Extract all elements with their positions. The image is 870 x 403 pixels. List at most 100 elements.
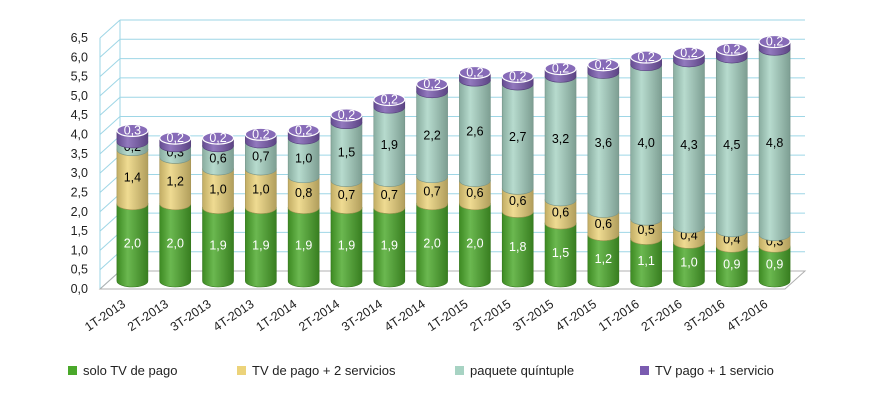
legend-label: paquete quíntuple [470,363,575,378]
y-tick-label: 6,5 [71,31,88,45]
x-tick-label: 4T-2015 [553,297,599,334]
data-label: 2,0 [423,236,440,250]
bar-segment [587,234,620,288]
bar-segment [159,203,192,288]
y-tick-label: 1,0 [71,243,88,257]
bar-segment-cap [159,131,192,145]
bar-segment-cap [458,65,492,80]
bar-segment [373,207,406,288]
bar-segment-cap [330,108,363,122]
bar-segment [501,83,534,195]
bar-segment [459,203,491,288]
bar-segment [544,199,577,230]
bar-segment [116,203,149,288]
x-tick-label: 3T-2013 [168,297,214,334]
data-label: 0,2 [509,69,526,83]
data-label: 0,2 [466,65,483,79]
x-tick-label: 1T-2015 [425,297,471,334]
bar-segment [373,106,406,187]
y-tick-label: 0,0 [71,282,88,296]
bar-stack-2T-2015: 1,8 0,6 2,7 0,2 [501,69,534,288]
bar-segment [416,176,448,211]
bar-segment [630,218,662,245]
data-label: 1,2 [595,252,612,266]
bar-segment [544,222,577,288]
data-label: 0,2 [381,93,398,107]
data-label: 0,2 [552,62,569,76]
x-tick-label: 2T-2016 [639,297,685,334]
bar-segment [287,176,320,214]
y-tick-label: 2,5 [71,185,88,199]
bar-segment [459,79,491,187]
gridline-diagonal [99,38,121,58]
bar-segment [630,238,662,288]
data-label: 4,3 [680,138,697,152]
bar-segment [758,49,791,241]
legend-label: TV pago + 1 servicio [655,363,774,378]
y-axis-labels: 0,0 0,5 1,0 1,5 2,0 2,5 3,0 3,5 4,0 4,5 5,0 5,5 6,0 6… [71,31,88,296]
data-label: 0,5 [637,223,654,237]
data-label: 3,2 [552,132,569,146]
data-label: 4,5 [723,138,740,152]
bar-segment-cap [116,123,149,137]
data-label: 4,8 [766,136,783,150]
data-label: 0,2 [209,131,226,145]
gridline-diagonal [99,96,121,116]
bar-segment [330,122,363,187]
bar-segment-cap [758,34,791,49]
gridline-diagonal [99,19,121,39]
bar-segment [245,168,277,214]
bar-segment [715,56,748,238]
data-label: 4,0 [637,136,654,150]
data-label: 0,3 [124,123,141,137]
data-label: 0,6 [466,186,483,200]
data-label: 1,9 [381,238,398,252]
data-label: 2,0 [124,236,141,250]
bar-segment [245,207,277,288]
bar-segment-cap [587,58,620,72]
x-tick-label: 4T-2016 [724,297,770,334]
data-label: 0,2 [595,58,612,72]
y-tick-label: 0,5 [71,263,88,277]
legend-item: TV de pago + 2 servicios [237,363,395,378]
bar-segment-cap [244,127,277,141]
bar-segment [116,149,149,211]
data-label: 1,1 [637,254,654,268]
y-tick-label: 3,5 [71,147,88,161]
y-tick-label: 1,5 [71,224,88,238]
data-label: 0,2 [167,131,184,145]
data-label: 1,9 [209,238,226,252]
bar-segment [758,245,791,288]
bar-stack-1T-2014: 1,9 0,8 1,0 0,2 [287,123,320,288]
bar-segment [544,76,577,207]
legend-label: TV de pago + 2 servicios [252,363,396,378]
data-label: 1,9 [381,138,398,152]
gridline-diagonal [99,58,121,77]
data-label: 0,7 [423,184,440,198]
data-label: 0,2 [637,50,654,64]
chart-legend: solo TV de pago TV de pago + 2 servicios p… [0,363,870,383]
chart-floor [98,270,807,290]
data-label: 0,2 [680,46,697,60]
bar-segment [587,72,620,218]
data-label: 2,2 [423,128,440,142]
data-label: 0,7 [252,150,269,164]
bar-segment-cap [672,46,706,60]
bar-segment-cap [287,123,320,137]
bar-segment [330,207,363,288]
data-label: 0,6 [595,217,612,231]
data-label: 2,6 [466,124,483,138]
data-label: 1,9 [295,238,312,252]
bar-segment [673,60,705,234]
x-tick-label: 1T-2016 [596,297,642,334]
bar-segment [587,211,620,241]
legend-item: paquete quíntuple [455,363,574,378]
bar-stack-4T-2016: 0,90,34,80,2 [758,34,791,288]
legend-swatch [455,366,464,375]
data-label: 1,8 [509,240,526,254]
bar-segment [630,64,662,226]
bar-segment [287,207,320,288]
bar-segment-cap [373,92,406,107]
data-label: 1,0 [252,182,269,196]
bar-segment [373,180,406,214]
